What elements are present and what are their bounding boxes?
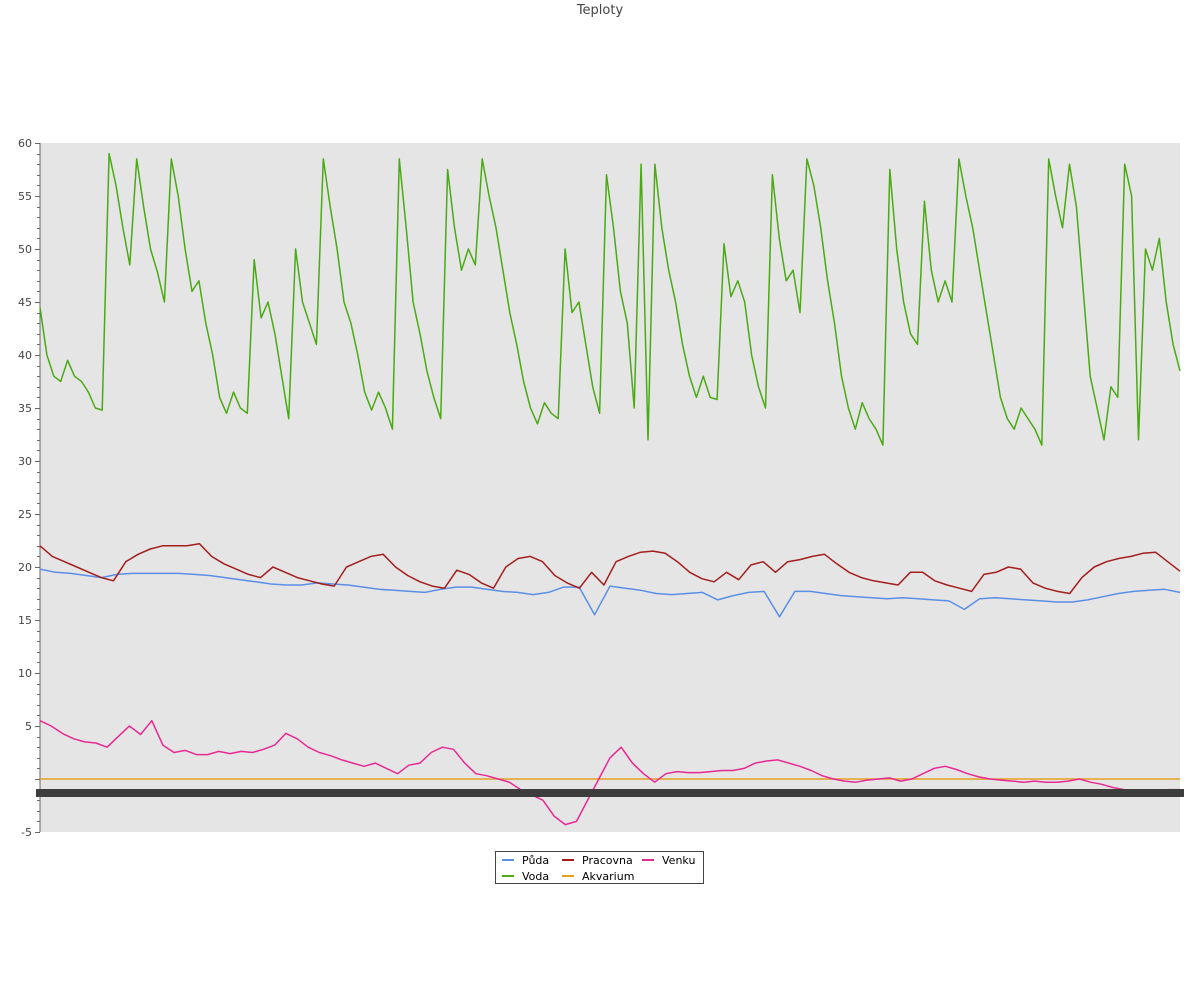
legend-swatch — [502, 859, 514, 861]
legend: Půda Pracovna Venku Voda Akvarium — [495, 851, 704, 884]
y-tick-label: 40 — [18, 349, 32, 362]
y-tick-label: 35 — [18, 402, 32, 415]
legend-item-Akvarium: Akvarium — [562, 870, 634, 884]
series-line-Venku — [39, 719, 1180, 826]
y-tick-label: 15 — [18, 614, 32, 627]
chart-title: Teploty — [576, 3, 624, 18]
legend-label: Půda — [522, 854, 550, 867]
y-tick-label: 45 — [18, 296, 32, 309]
series-line-Voda — [39, 152, 1181, 446]
y-tick-label: 50 — [18, 243, 32, 256]
legend-item-Venku: Venku — [642, 854, 695, 868]
x-tick-label-band — [36, 789, 1184, 797]
legend-label: Akvarium — [582, 870, 635, 883]
legend-item-Voda: Voda — [502, 870, 549, 884]
y-tick-label: 10 — [18, 667, 32, 680]
y-tick-label: 60 — [18, 137, 32, 150]
legend-swatch — [562, 875, 574, 877]
plot-area — [40, 143, 1180, 832]
legend-swatch — [642, 859, 654, 861]
legend-label: Pracovna — [582, 854, 633, 867]
series-line-Pracovna — [39, 542, 1181, 595]
legend-label: Venku — [662, 854, 696, 867]
y-tick-label: 55 — [18, 190, 32, 203]
y-tick-label: 20 — [18, 561, 32, 574]
legend-label: Voda — [522, 870, 550, 883]
y-tick-label: 5 — [25, 720, 32, 733]
legend-item-Pracovna: Pracovna — [562, 854, 633, 868]
legend-swatch — [502, 875, 514, 877]
legend-swatch — [562, 859, 574, 861]
legend-item-Půda: Půda — [502, 854, 549, 868]
y-tick-label: 25 — [18, 508, 32, 521]
y-tick-label: -5 — [21, 826, 32, 839]
y-tick-label: 30 — [18, 455, 32, 468]
series-line-Půda — [39, 568, 1181, 618]
